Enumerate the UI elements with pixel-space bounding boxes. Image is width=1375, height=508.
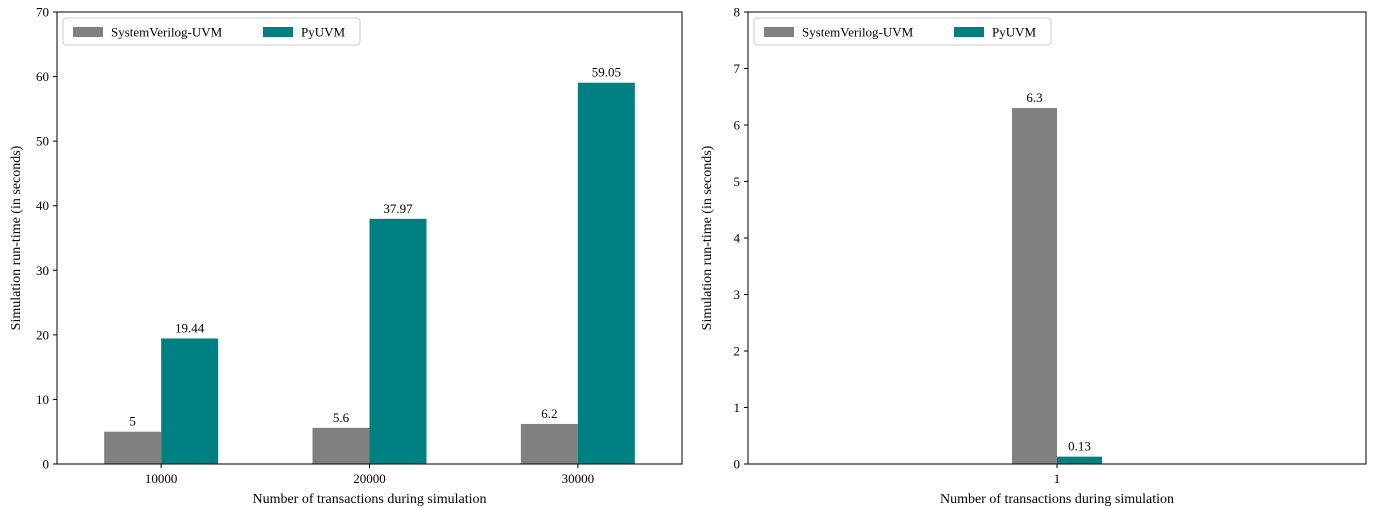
bar-pyuvm-20000: [369, 218, 427, 464]
y-tick-label: 50: [36, 134, 49, 149]
bar-value-label: 5: [129, 414, 136, 429]
bar-systemverilog-uvm-20000: [312, 427, 370, 464]
y-tick-label: 0: [734, 457, 741, 472]
x-tick-label: 1: [1054, 471, 1061, 486]
bar-systemverilog-uvm-10000: [104, 431, 162, 464]
plot-frame: [747, 11, 1367, 465]
y-tick-label: 2: [734, 344, 741, 359]
y-axis-label: Simulation run-time (in seconds): [9, 145, 24, 330]
x-axis-label: Number of transactions during simulation: [940, 492, 1174, 507]
chart-panel-1: 5 19.44 10000 5.6 37.97 20000 6.2 59.05 30000 0 10…: [9, 5, 683, 507]
bar-systemverilog-uvm-30000: [520, 423, 578, 464]
y-axis-label: Simulation run-time (in seconds): [700, 145, 715, 330]
bar-pyuvm-10000: [161, 338, 219, 464]
legend-box: [62, 17, 361, 46]
bar-value-label: 37.97: [383, 201, 413, 216]
bar-value-label: 59.05: [592, 65, 621, 80]
bar-value-label: 19.44: [175, 320, 205, 335]
bar-pyuvm-1: [1057, 456, 1102, 464]
x-axis-label: Number of transactions during simulation: [252, 492, 486, 507]
x-tick-label: 10000: [145, 471, 178, 486]
plot-frame: [56, 11, 683, 465]
x-tick-label: 20000: [353, 471, 386, 486]
y-tick-label: 10: [36, 392, 49, 407]
y-tick-label: 30: [36, 263, 49, 278]
bar-value-label: 0.13: [1068, 439, 1091, 454]
y-tick-label: 40: [36, 198, 49, 213]
y-tick-label: 4: [734, 231, 741, 246]
y-tick-label: 6: [734, 118, 741, 133]
legend-swatch-systemverilog-uvm: [764, 27, 794, 37]
legend-box: [753, 17, 1052, 46]
chart-panel-2: 6.3 0.13 1 0 1 2 3 4 5 6 7 8 Number of transactions …: [700, 5, 1367, 507]
legend-label: PyUVM: [301, 25, 346, 40]
bar-value-label: 6.2: [541, 406, 557, 421]
bar-value-label: 5.6: [333, 410, 350, 425]
legend-swatch-systemverilog-uvm: [73, 27, 103, 37]
legend-label: PyUVM: [992, 25, 1037, 40]
legend-label: SystemVerilog-UVM: [802, 25, 914, 40]
bar-pyuvm-30000: [577, 82, 635, 464]
y-tick-label: 8: [734, 5, 741, 20]
bar-value-label: 6.3: [1026, 90, 1042, 105]
y-tick-label: 1: [734, 400, 741, 415]
y-tick-label: 60: [36, 69, 49, 84]
legend-swatch-pyuvm: [954, 27, 984, 37]
x-tick-label: 30000: [562, 471, 595, 486]
y-tick-label: 0: [43, 457, 50, 472]
y-tick-label: 70: [36, 5, 49, 20]
legend-swatch-pyuvm: [263, 27, 293, 37]
bar-systemverilog-uvm-1: [1012, 108, 1057, 465]
y-tick-label: 3: [734, 287, 741, 302]
y-tick-label: 5: [734, 174, 741, 189]
y-tick-label: 20: [36, 327, 49, 342]
y-tick-label: 7: [734, 61, 741, 76]
legend-label: SystemVerilog-UVM: [111, 25, 223, 40]
